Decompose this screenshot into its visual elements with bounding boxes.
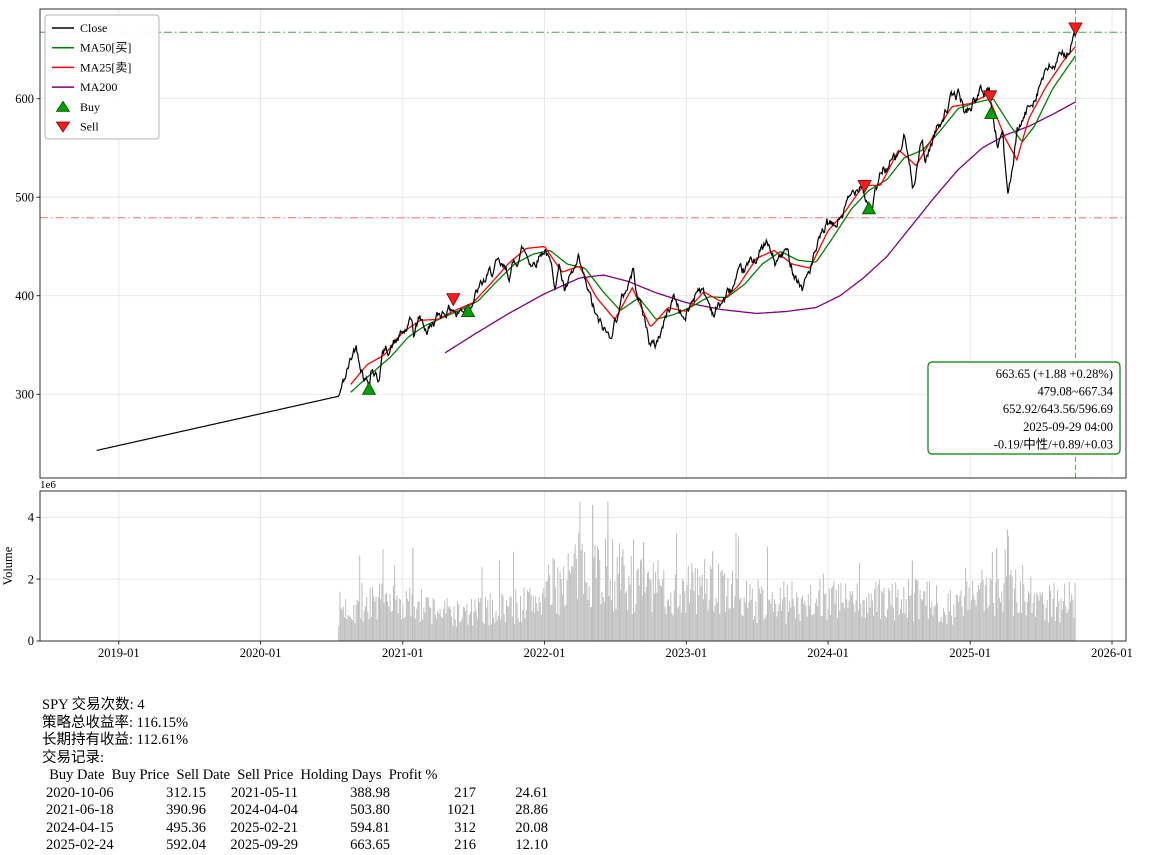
trade-record-cell: 592.04 <box>166 837 206 853</box>
price-plot-border <box>39 8 1127 479</box>
buy-marker <box>861 200 877 215</box>
trade-table: 2020-10-06 312.15 2021-05-11 388.98 217 24.61… <box>42 785 1153 855</box>
volume-spike-bar <box>911 560 913 641</box>
trade-record-row: 2024-04-15 495.36 2025-02-21 594.81 312 20.08 <box>42 820 1153 838</box>
buy-marker <box>984 105 999 119</box>
x-axis-tick-label: 2023-01 <box>665 646 707 660</box>
price-axis-tick-label: 300 <box>15 387 34 401</box>
volume-axis-tick-label: 0 <box>28 634 34 648</box>
x-axis-tick-label: 2024-01 <box>807 646 849 660</box>
x-axis-tick-label: 2025-01 <box>949 646 991 660</box>
volume-bars <box>338 501 1076 641</box>
legend-sell-triangle-icon <box>55 121 71 133</box>
buy-marker <box>460 303 476 317</box>
close-line <box>96 30 1077 451</box>
volume-spike-bar <box>1006 529 1009 641</box>
legend-buy-triangle-icon <box>55 100 71 112</box>
volume-spike-bar <box>996 548 998 641</box>
ma50-line <box>350 55 1077 393</box>
ma200-line <box>444 101 1076 354</box>
volume-scale-label: 1e6 <box>40 480 56 491</box>
price-panel: 300 400 500 600 Close MA50[买] MA25[卖] MA200 Buy S… <box>15 8 1127 479</box>
trade-record-cell: 24.61 <box>515 784 548 801</box>
info-box: 663.65 (+1.88 +0.28%) 479.08~667.34 652.92… <box>927 361 1121 455</box>
legend-box <box>44 14 160 140</box>
sell-marker <box>857 180 872 194</box>
trade-record-cell: 495.36 <box>166 819 206 836</box>
trade-table-header: Buy Date Buy Price Sell Date Sell Price … <box>42 767 438 783</box>
trade-record-cell: 2024-04-04 <box>230 802 298 818</box>
trade-record-cell: 312 <box>454 819 476 836</box>
volume-axis-tick-label: 2 <box>28 572 34 586</box>
trade-record-cell: 20.08 <box>515 819 548 836</box>
trade-record-cell: 1021 <box>447 802 476 818</box>
trade-records-label: 交易记录: <box>42 749 105 766</box>
ma25-line <box>350 46 1077 385</box>
volume-panel: 0 2 4 2019-01 2020-01 2021-01 2022-01 2023-01 20… <box>1 480 1133 660</box>
volume-spike-bar <box>607 532 609 641</box>
info-box-line: 652.92/643.56/596.69 <box>1003 402 1113 416</box>
sell-marker <box>982 90 998 104</box>
x-axis-tick-label: 2026-01 <box>1091 646 1133 660</box>
legend-label: MA50[买] <box>80 41 131 55</box>
trade-record-cell: 2025-02-21 <box>230 819 298 836</box>
trade-record-row: 2021-06-18 390.96 2024-04-04 503.80 1021 28.8… <box>42 802 1153 820</box>
info-box-border <box>927 361 1121 455</box>
legend-label: Buy <box>80 100 100 114</box>
trade-record-cell: 594.81 <box>350 819 390 836</box>
trades-count-line: SPY 交易次数: 4 <box>42 697 145 713</box>
trade-record-cell: 663.65 <box>350 837 390 853</box>
x-axis-tick-label: 2021-01 <box>382 646 424 660</box>
volume-spike-bar <box>592 504 594 641</box>
volume-axis-tick-label: 4 <box>28 511 35 525</box>
trade-record-cell: 28.86 <box>515 802 548 818</box>
legend-label: MA200 <box>80 80 117 94</box>
volume-ylabel: Volume <box>1 546 15 585</box>
info-box-line: 479.08~667.34 <box>1037 385 1113 399</box>
sell-marker <box>446 293 461 307</box>
trade-record-cell: 216 <box>454 837 476 853</box>
sell-marker <box>1068 22 1083 36</box>
trade-record-cell: 2021-06-18 <box>46 802 114 818</box>
trade-record-cell: 217 <box>454 784 476 801</box>
volume-spike-bar <box>643 542 645 641</box>
x-axis-tick-label: 2020-01 <box>240 646 282 660</box>
buy-marker <box>361 381 377 395</box>
trade-record-cell: 2020-10-06 <box>46 784 114 801</box>
trade-record-cell: 503.80 <box>350 802 390 818</box>
info-box-line: -0.19/中性/+0.89/+0.03 <box>994 436 1113 451</box>
volume-spike-bar <box>412 548 414 641</box>
legend-label: Sell <box>80 120 99 134</box>
volume-spike-bar <box>1007 535 1009 641</box>
trade-record-cell: 2024-04-15 <box>46 819 114 836</box>
legend-label: MA25[卖] <box>80 60 131 74</box>
volume-spike-bar <box>712 551 714 641</box>
trade-record-cell: 2021-05-11 <box>230 784 298 801</box>
volume-plot-border <box>39 490 1127 642</box>
trade-record-cell: 312.15 <box>166 784 206 801</box>
x-axis-tick-label: 2022-01 <box>524 646 566 660</box>
trade-record-cell: 2025-09-29 <box>230 837 298 853</box>
trade-record-cell: 12.10 <box>515 837 548 853</box>
trade-record-row: 2020-10-06 312.15 2021-05-11 388.98 217 24.61 <box>42 785 1153 803</box>
legend: Close MA50[买] MA25[卖] MA200 Buy Sell <box>44 14 160 140</box>
price-axis-tick-label: 400 <box>15 289 34 303</box>
trade-record-cell: 2025-02-24 <box>46 837 114 853</box>
hold-return-line: 长期持有收益: 112.61% <box>42 732 189 748</box>
trade-record-row: 2025-02-24 592.04 2025-09-29 663.65 216 12.10 <box>42 837 1153 855</box>
trade-record-cell: 390.96 <box>166 802 206 818</box>
info-box-line: 663.65 (+1.88 +0.28%) <box>996 367 1113 381</box>
price-axis-tick-label: 600 <box>15 92 34 106</box>
price-axis-tick-label: 500 <box>15 190 34 204</box>
stats-block: SPY 交易次数: 4 策略总收益率: 116.15% 长期持有收益: 112.… <box>0 665 1153 855</box>
trade-record-cell: 388.98 <box>350 784 390 801</box>
legend-label: Close <box>80 21 107 35</box>
strategy-return-line: 策略总收益率: 116.15% <box>42 714 189 731</box>
info-box-line: 2025-09-29 04:00 <box>1023 420 1113 434</box>
x-axis-tick-label: 2019-01 <box>98 646 140 660</box>
